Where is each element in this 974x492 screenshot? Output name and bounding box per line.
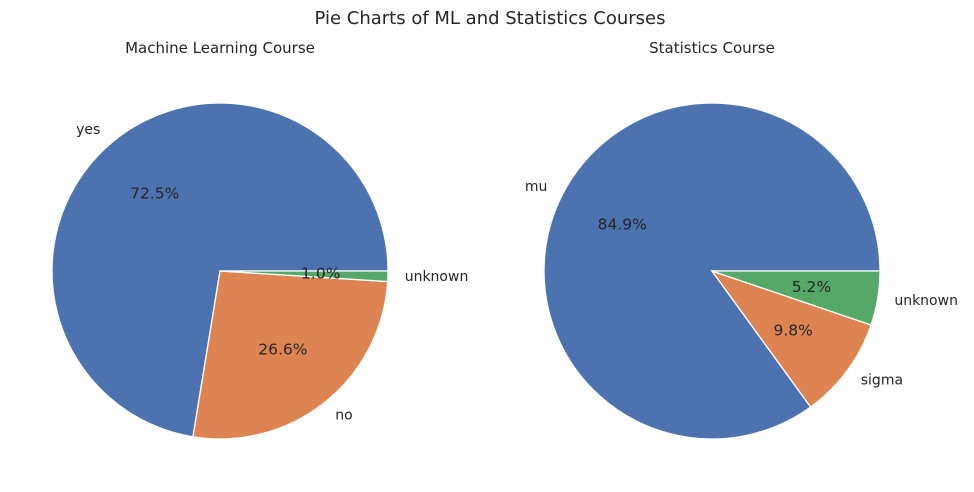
pie-category-label-stats-mu: mu: [525, 179, 548, 195]
pie-percent-label-stats-mu: 84.9%: [598, 216, 647, 234]
figure-title: Pie Charts of ML and Statistics Courses: [315, 8, 666, 29]
pie-category-label-stats-unknown: unknown: [894, 293, 958, 309]
pie-percent-label-stats-unknown: 5.2%: [792, 278, 831, 296]
chart-title-stats: Statistics Course: [649, 39, 775, 57]
pie-percent-label-ml-yes: 72.5%: [130, 185, 179, 203]
pie-chart-stats: Statistics Course mu 84.9% sigma 9.8% unknow…: [525, 39, 958, 439]
pie-percent-label-stats-sigma: 9.8%: [773, 321, 812, 339]
pie-category-label-ml-no: no: [335, 407, 352, 423]
chart-title-ml: Machine Learning Course: [125, 39, 315, 57]
pie-category-label-ml-unknown: unknown: [405, 269, 469, 285]
pie-percent-label-ml-no: 26.6%: [258, 340, 307, 358]
pie-category-label-stats-sigma: sigma: [861, 373, 903, 389]
pie-chart-ml: Machine Learning Course yes 72.5% no 26.6% u…: [52, 39, 468, 439]
pie-category-label-ml-yes: yes: [76, 122, 100, 138]
pie-percent-label-ml-unknown: 1.0%: [301, 265, 340, 283]
